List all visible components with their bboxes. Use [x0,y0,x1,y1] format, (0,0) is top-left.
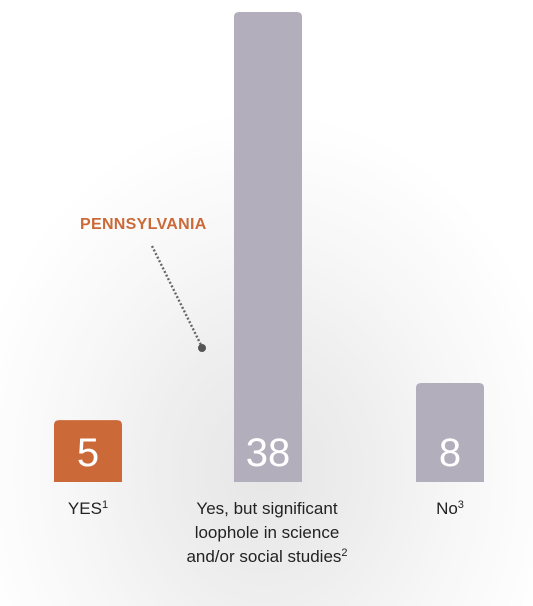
footnote-marker-2: 2 [341,547,348,559]
category-label-loophole: Yes, but significant loophole in science… [178,497,356,569]
annotation-leader-line [150,245,203,346]
bar-loophole [234,12,302,482]
footnote-marker-3: 3 [457,499,464,511]
annotation-dot [198,344,206,352]
bar-yes [54,420,122,482]
category-label-loophole-text: Yes, but significant loophole in science… [186,499,342,566]
value-label-no: 8 [439,431,461,475]
pennsylvania-annotation: PENNSYLVANIA [80,216,207,233]
category-label-no: No3 [400,497,500,521]
value-label-loophole: 38 [246,431,291,475]
footnote-marker-1: 1 [101,499,109,511]
bar-no [416,383,484,482]
value-label-yes: 5 [77,431,99,475]
category-label-no-text: No [436,499,458,518]
category-label-yes: YES1 [38,497,138,521]
category-label-yes-text: YES [67,499,102,518]
